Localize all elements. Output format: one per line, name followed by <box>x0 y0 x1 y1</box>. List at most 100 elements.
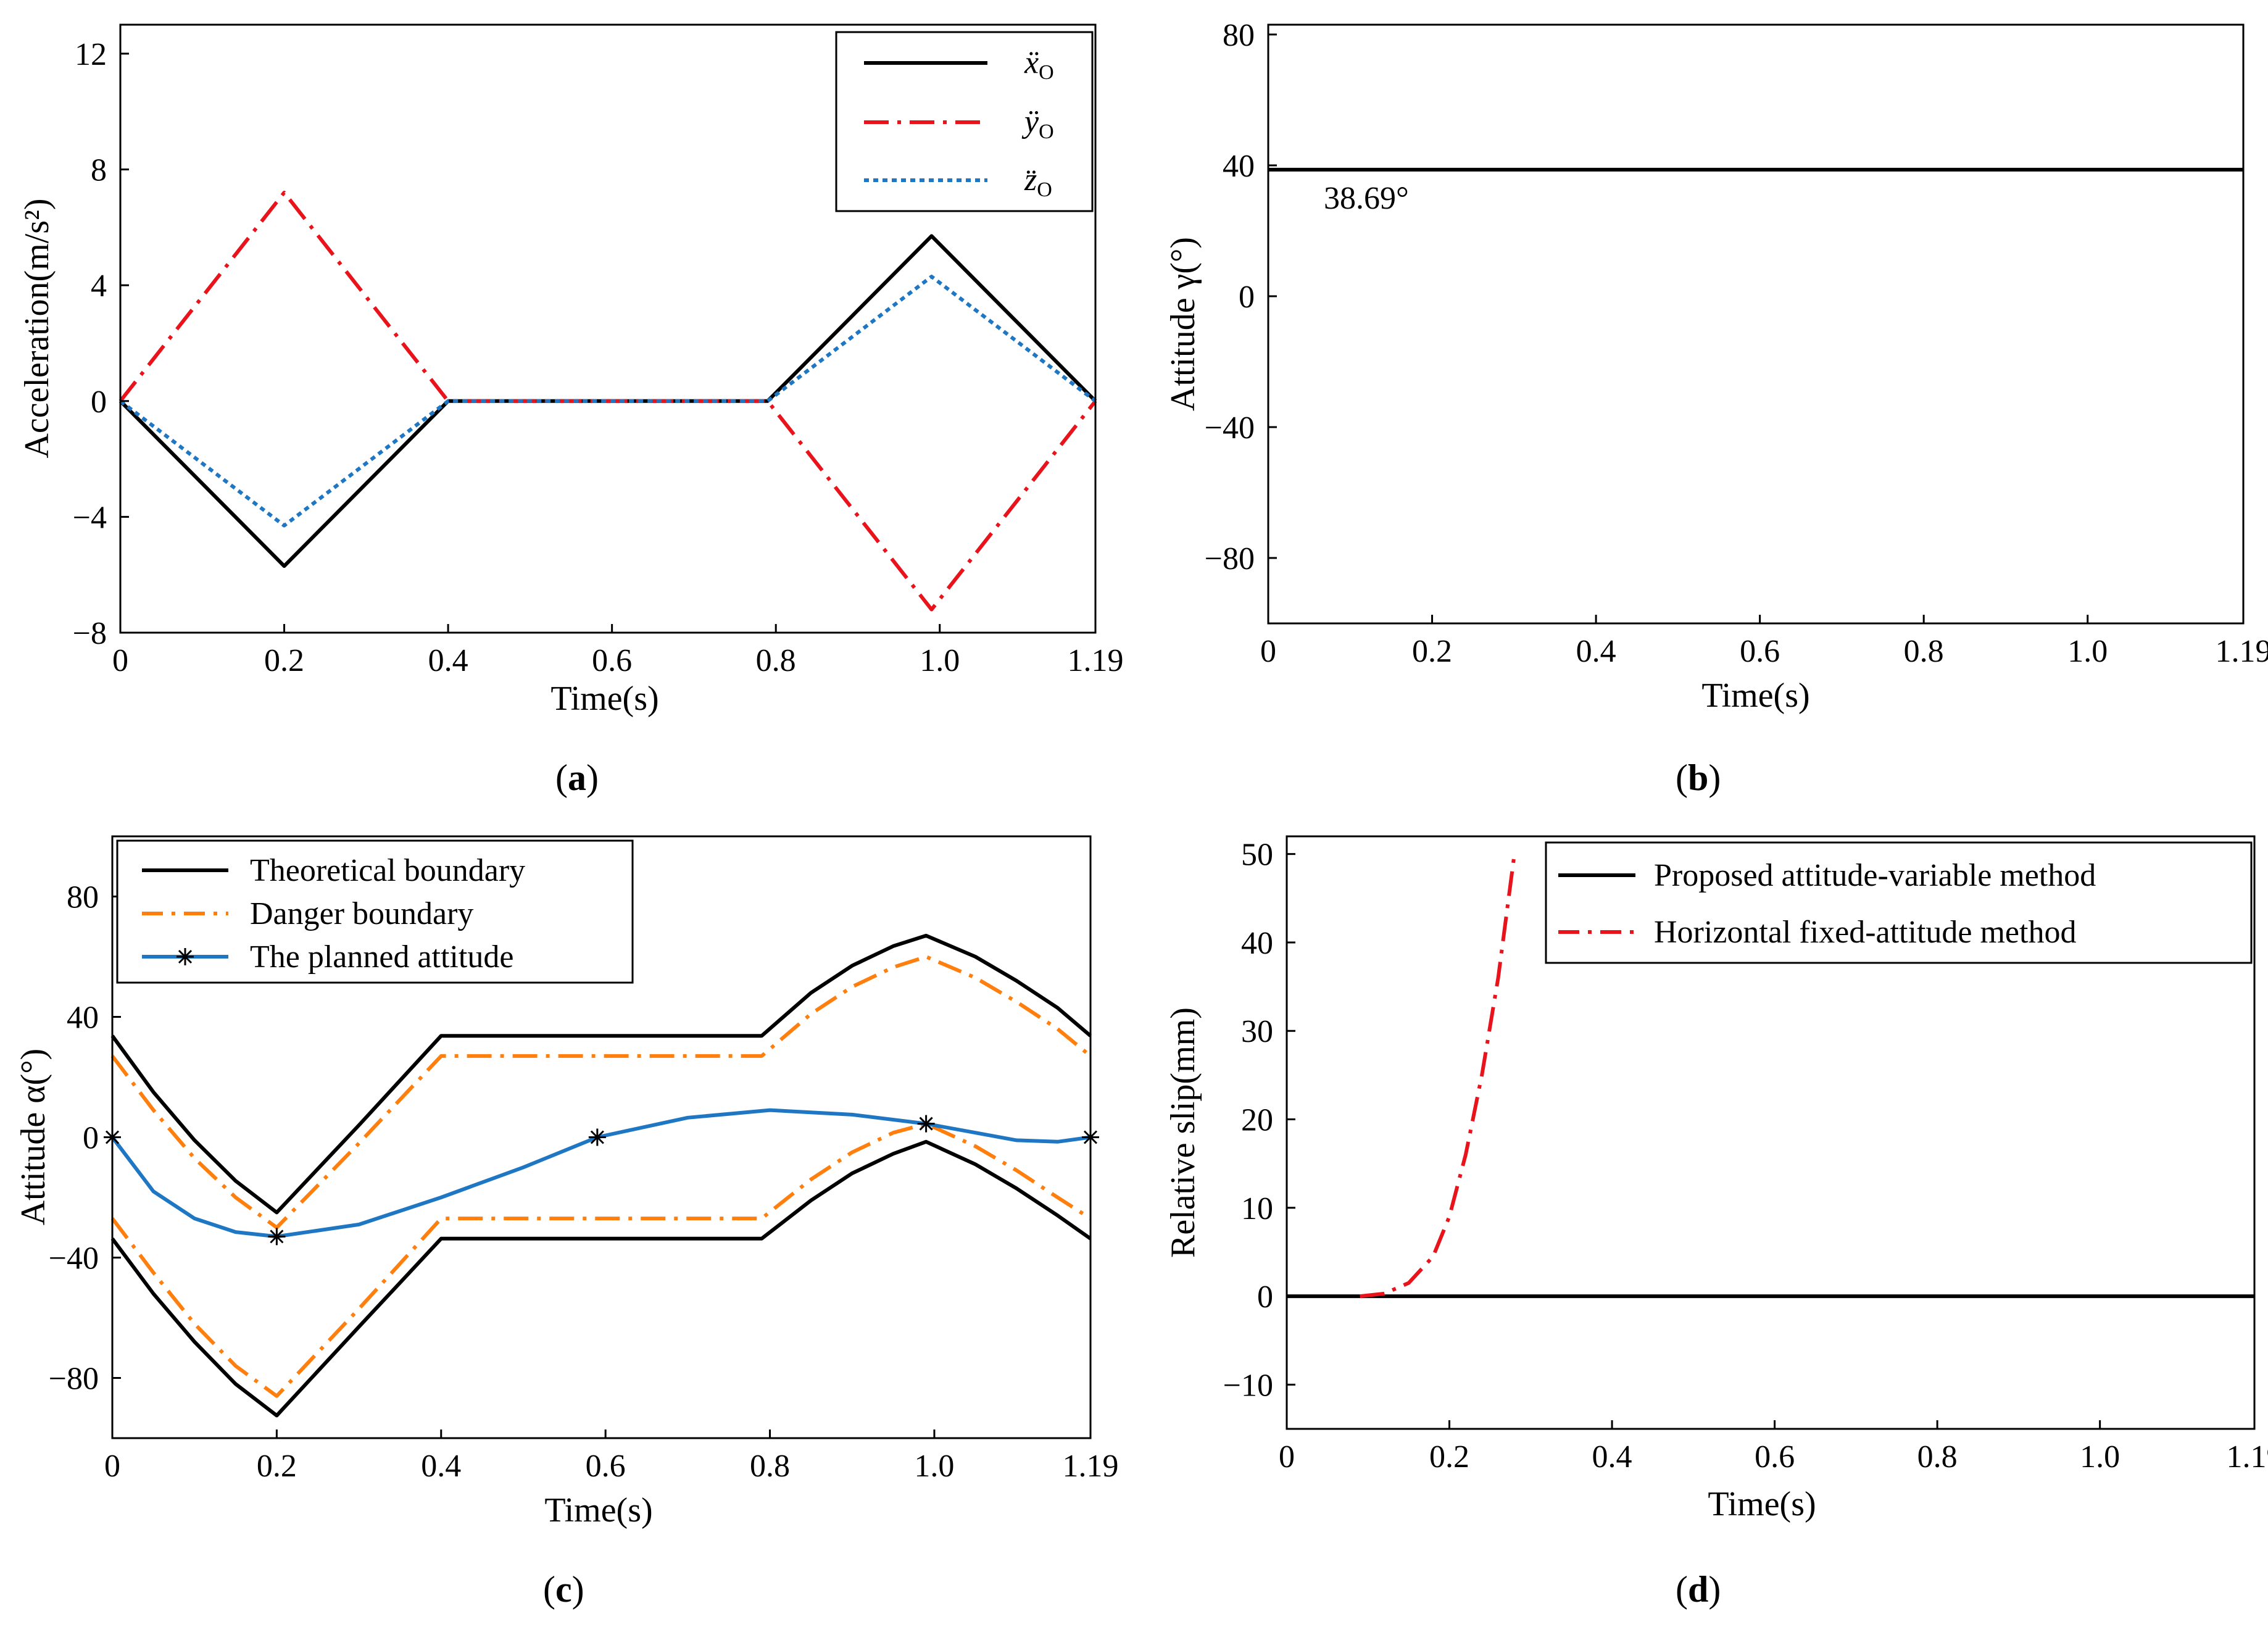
panel-c-ytick-label: 40 <box>67 1001 99 1036</box>
panel-a-plot-area <box>118 191 1097 612</box>
panel-d-xtick-label: 0.4 <box>1592 1439 1632 1475</box>
panel-b-xtick-label: 0.2 <box>1412 634 1452 669</box>
panel-a-series-1-line <box>118 191 1097 612</box>
panel-b-frame <box>1267 23 2245 625</box>
legend-d-label-horizontal: Horizontal fixed-attitude method <box>1654 915 2076 950</box>
panel-d-series-1-line <box>1360 854 1516 1299</box>
panel-c-series-2-line <box>110 955 1092 1230</box>
panel-c-ytick-label: 0 <box>83 1121 99 1156</box>
panel-a-ticks: 0 0.2 0.4 0.6 0.8 1.0 1.19 −8 −4 0 4 8 12 <box>73 37 1124 678</box>
panel-d-ylabel: Relative slip(mm) <box>1164 1007 1202 1258</box>
panel-a-ylabel: Acceleration(m/s²) <box>18 198 56 458</box>
panel-c-xlabel: Time(s) <box>544 1491 652 1529</box>
panel-d-xtick-label: 1.19 <box>2227 1439 2268 1475</box>
panel-c-ylabel: Attitude α(°) <box>14 1049 52 1226</box>
panel-a-legend: ẍO ÿO z̈O <box>835 31 1094 212</box>
panel-d-ytick-label: 40 <box>1241 926 1273 961</box>
panel-b-xtick-label: 0.6 <box>1740 634 1780 669</box>
panel-d-ytick-label: 10 <box>1241 1191 1273 1226</box>
panel-b-ytick-label: 40 <box>1223 149 1255 184</box>
panel-d: 0 0.2 0.4 0.6 0.8 1.0 1.19 −10 0 10 20 30 40 50 Time(… <box>1164 835 2268 1610</box>
legend-c-label-danger: Danger boundary <box>250 896 473 931</box>
panel-b-ticks: 0 0.2 0.4 0.6 0.8 1.0 1.19 −80 −40 0 40 80 <box>1205 18 2268 669</box>
panel-b-xtick-label: 0 <box>1260 634 1276 669</box>
panel-a-xlabel: Time(s) <box>550 680 658 718</box>
panel-a-caption: (a) <box>555 757 599 798</box>
panel-c-plot-area <box>104 933 1099 1418</box>
panel-d-plot-area <box>1287 854 2254 1299</box>
panel-d-ytick-label: −10 <box>1223 1368 1273 1403</box>
panel-d-xtick-label: 0 <box>1279 1439 1295 1475</box>
panel-b-caption: (b) <box>1676 757 1721 798</box>
panel-c-caption: (c) <box>543 1569 584 1610</box>
panel-b-ytick-label: −80 <box>1205 541 1255 576</box>
legend-a-label-z: z̈O <box>1024 162 1052 201</box>
panel-c-ytick-label: 80 <box>67 880 99 915</box>
panel-b-ytick-label: 0 <box>1239 280 1255 315</box>
panel-b-xtick-label: 1.0 <box>2067 634 2108 669</box>
panel-d-ytick-label: 20 <box>1241 1103 1273 1138</box>
panel-c-ytick-label: −80 <box>49 1362 99 1397</box>
panel-a: 0 0.2 0.4 0.6 0.8 1.0 1.19 −8 −4 0 4 8 12 Time(s) Ac… <box>18 23 1124 798</box>
panel-c-xtick-label: 1.0 <box>914 1449 954 1484</box>
panel-c-ticks: 0 0.2 0.4 0.6 0.8 1.0 1.19 −80 −40 0 40 80 <box>49 880 1119 1484</box>
panel-b-annotation: 38.69° <box>1324 181 1409 216</box>
legend-c-label-theoretical: Theoretical boundary <box>250 853 525 888</box>
legend-c-asterisk-icon <box>177 948 194 965</box>
panel-b-xtick-label: 0.8 <box>1904 634 1944 669</box>
panel-d-ytick-label: 30 <box>1241 1014 1273 1049</box>
panel-a-ytick-label: 8 <box>91 153 107 188</box>
panel-a-xtick-label: 1.19 <box>1068 643 1124 678</box>
panel-b-xtick-label: 1.19 <box>2216 634 2268 669</box>
panel-a-ytick-label: 4 <box>91 268 107 304</box>
panel-c-ytick-label: −40 <box>49 1241 99 1276</box>
panel-a-ytick-label: 12 <box>75 37 107 72</box>
panel-c-asterisk-marker <box>917 1115 935 1133</box>
panel-a-xtick-label: 1.0 <box>920 643 960 678</box>
panel-c-series-3-line <box>110 1121 1092 1398</box>
panel-a-ytick-label: 0 <box>91 385 107 420</box>
panel-a-xtick-label: 0.6 <box>592 643 632 678</box>
panel-a-frame <box>119 23 1097 634</box>
legend-c-label-planned: The planned attitude <box>250 939 513 975</box>
panel-a-ytick-label: −4 <box>73 500 107 535</box>
panel-d-xlabel: Time(s) <box>1708 1485 1816 1523</box>
panel-a-xtick-label: 0.2 <box>264 643 304 678</box>
panel-d-xtick-label: 0.6 <box>1755 1439 1795 1475</box>
panel-d-xtick-label: 0.2 <box>1429 1439 1469 1475</box>
legend-a-label-x: ẍO <box>1024 45 1054 84</box>
panel-d-ytick-label: 0 <box>1257 1280 1273 1315</box>
panel-a-xtick-label: 0 <box>112 643 128 678</box>
panel-c-xtick-label: 1.19 <box>1063 1449 1119 1484</box>
panel-c-xtick-label: 0 <box>104 1449 120 1484</box>
panel-a-xtick-label: 0.8 <box>756 643 796 678</box>
panel-c-xtick-label: 0.2 <box>257 1449 297 1484</box>
panel-c-series-0-line <box>110 933 1092 1215</box>
panel-c-asterisk-marker <box>268 1228 286 1246</box>
panel-c-xtick-label: 0.6 <box>586 1449 626 1484</box>
panel-c-xtick-label: 0.8 <box>750 1449 790 1484</box>
panel-c-asterisk-marker <box>588 1128 606 1146</box>
panel-d-caption: (d) <box>1676 1569 1721 1610</box>
panel-d-xtick-label: 0.8 <box>1917 1439 1958 1475</box>
panel-d-legend: Proposed attitude-variable method Horizo… <box>1545 841 2253 964</box>
panel-c-xtick-label: 0.4 <box>421 1449 461 1484</box>
panel-d-ticks: 0 0.2 0.4 0.6 0.8 1.0 1.19 −10 0 10 20 30 40 50 <box>1223 838 2268 1475</box>
panel-b-xlabel: Time(s) <box>1701 676 1809 715</box>
panel-a-series-2-line <box>119 275 1097 528</box>
panel-d-xtick-label: 1.0 <box>2080 1439 2120 1475</box>
panel-b-ytick-label: 80 <box>1223 18 1255 53</box>
panel-c-series-1-line <box>110 1139 1092 1418</box>
panel-d-legend-box <box>1545 841 2253 964</box>
legend-a-label-y: ÿO <box>1021 104 1054 143</box>
panel-c-legend: Theoretical boundary Danger boundary The… <box>116 839 634 984</box>
panel-d-ytick-label: 50 <box>1241 838 1273 873</box>
panel-b-ytick-label: −40 <box>1205 410 1255 446</box>
legend-d-label-proposed: Proposed attitude-variable method <box>1654 858 2096 893</box>
panel-a-xtick-label: 0.4 <box>428 643 468 678</box>
panel-b-ylabel: Attitude γ(°) <box>1164 237 1202 411</box>
panel-a-ytick-label: −8 <box>73 616 107 651</box>
